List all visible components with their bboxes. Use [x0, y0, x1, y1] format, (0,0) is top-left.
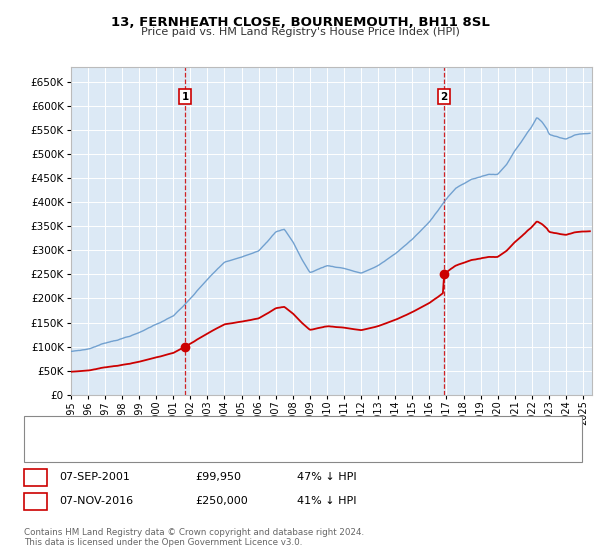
Text: 2: 2 [32, 496, 39, 506]
Text: £250,000: £250,000 [195, 496, 248, 506]
Text: 07-SEP-2001: 07-SEP-2001 [59, 472, 130, 482]
Text: £99,950: £99,950 [195, 472, 241, 482]
Text: 1: 1 [32, 472, 39, 482]
Text: HPI: Average price, detached house, Bournemouth Christchurch and Poole: HPI: Average price, detached house, Bour… [69, 445, 440, 455]
Text: ——: —— [32, 422, 59, 436]
Text: Contains HM Land Registry data © Crown copyright and database right 2024.
This d: Contains HM Land Registry data © Crown c… [24, 528, 364, 547]
Text: 2: 2 [440, 92, 448, 102]
Text: —: — [32, 419, 49, 437]
Text: 13, FERNHEATH CLOSE, BOURNEMOUTH, BH11 8SL (detached house): 13, FERNHEATH CLOSE, BOURNEMOUTH, BH11 8… [69, 423, 415, 433]
Text: 41% ↓ HPI: 41% ↓ HPI [297, 496, 356, 506]
Text: 47% ↓ HPI: 47% ↓ HPI [297, 472, 356, 482]
Text: 07-NOV-2016: 07-NOV-2016 [59, 496, 133, 506]
Text: ——: —— [32, 442, 59, 456]
Text: 13, FERNHEATH CLOSE, BOURNEMOUTH, BH11 8SL: 13, FERNHEATH CLOSE, BOURNEMOUTH, BH11 8… [110, 16, 490, 29]
Text: Price paid vs. HM Land Registry's House Price Index (HPI): Price paid vs. HM Land Registry's House … [140, 27, 460, 37]
Text: 1: 1 [181, 92, 188, 102]
